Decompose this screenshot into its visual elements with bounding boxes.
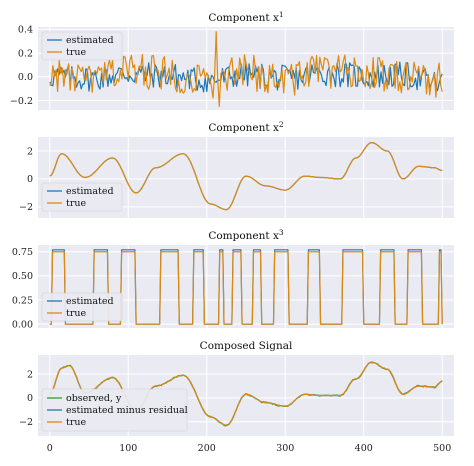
panel-4-series-true xyxy=(49,361,443,426)
panel-component-1: Component x1 −0.2 0.0 0.2 0.4 estimated tru… xyxy=(10,10,454,110)
legend-1-label-true: true xyxy=(66,47,86,58)
panel-component-2: Component x2 −2 0 2 estimated true xyxy=(19,120,454,218)
panel-4-xtick-label: 400 xyxy=(355,443,373,454)
panel-4-ytick-label: 0 xyxy=(27,393,33,404)
panel-2-grid xyxy=(38,137,454,218)
panel-3-ytick-label: 0.50 xyxy=(12,271,33,282)
legend-3-label-estimated: estimated xyxy=(66,296,114,307)
legend-3-label-true: true xyxy=(66,308,86,319)
panel-4-xtick-label: 200 xyxy=(198,443,216,454)
panel-1-series-true xyxy=(49,31,443,107)
legend-1-label-estimated: estimated xyxy=(66,35,114,46)
legend-2-label-true: true xyxy=(66,198,86,209)
panel-4-legend: observed, y estimated minus residual tru… xyxy=(41,388,188,432)
panel-2-legend: estimated true xyxy=(41,182,123,212)
panel-4-ytick-label: 2 xyxy=(27,369,33,380)
panel-2-series-true xyxy=(49,142,443,211)
legend-4-label-observed: observed, y xyxy=(66,393,122,404)
legend-2-label-estimated: estimated xyxy=(66,186,114,197)
panel-2-ytick-label: 2 xyxy=(27,146,33,157)
legend-4-label-true: true xyxy=(66,417,86,428)
panel-3-title: Component x3 xyxy=(208,228,284,242)
panel-2-ytick-label: 0 xyxy=(27,174,33,185)
panel-1-ytick-label: 0.2 xyxy=(18,48,33,59)
panel-1-ytick-label: 0.4 xyxy=(18,25,33,36)
panel-4-xtick-label: 0 xyxy=(47,443,53,454)
panel-1-ytick-label: 0.0 xyxy=(18,72,33,83)
panel-4-xtick-label: 500 xyxy=(433,443,451,454)
panel-composed-signal: Composed Signal −2 0 2 0 100 200 300 400 500 ob… xyxy=(19,340,454,454)
panel-3-legend: estimated true xyxy=(41,292,123,322)
panel-4-ytick-label: −2 xyxy=(19,417,33,428)
panel-1-legend: estimated true xyxy=(41,31,123,61)
panel-3-ytick-label: 0.75 xyxy=(12,247,33,258)
panel-4-xtick-label: 100 xyxy=(119,443,137,454)
panel-1-title: Component x1 xyxy=(208,10,283,24)
legend-4-label-estimated-minus-residual: estimated minus residual xyxy=(66,405,188,416)
panel-3-ytick-label: 0.00 xyxy=(12,319,33,330)
panel-component-3: Component x3 0.00 0.25 0.50 0.75 estimated … xyxy=(12,228,454,330)
panel-4-title: Composed Signal xyxy=(200,340,293,352)
panel-2-ytick-label: −2 xyxy=(19,202,33,213)
panel-4-xtick-label: 300 xyxy=(276,443,294,454)
panel-2-title: Component x2 xyxy=(208,120,284,134)
panel-3-ytick-label: 0.25 xyxy=(12,295,33,306)
panel-1-ytick-label: −0.2 xyxy=(10,96,33,107)
